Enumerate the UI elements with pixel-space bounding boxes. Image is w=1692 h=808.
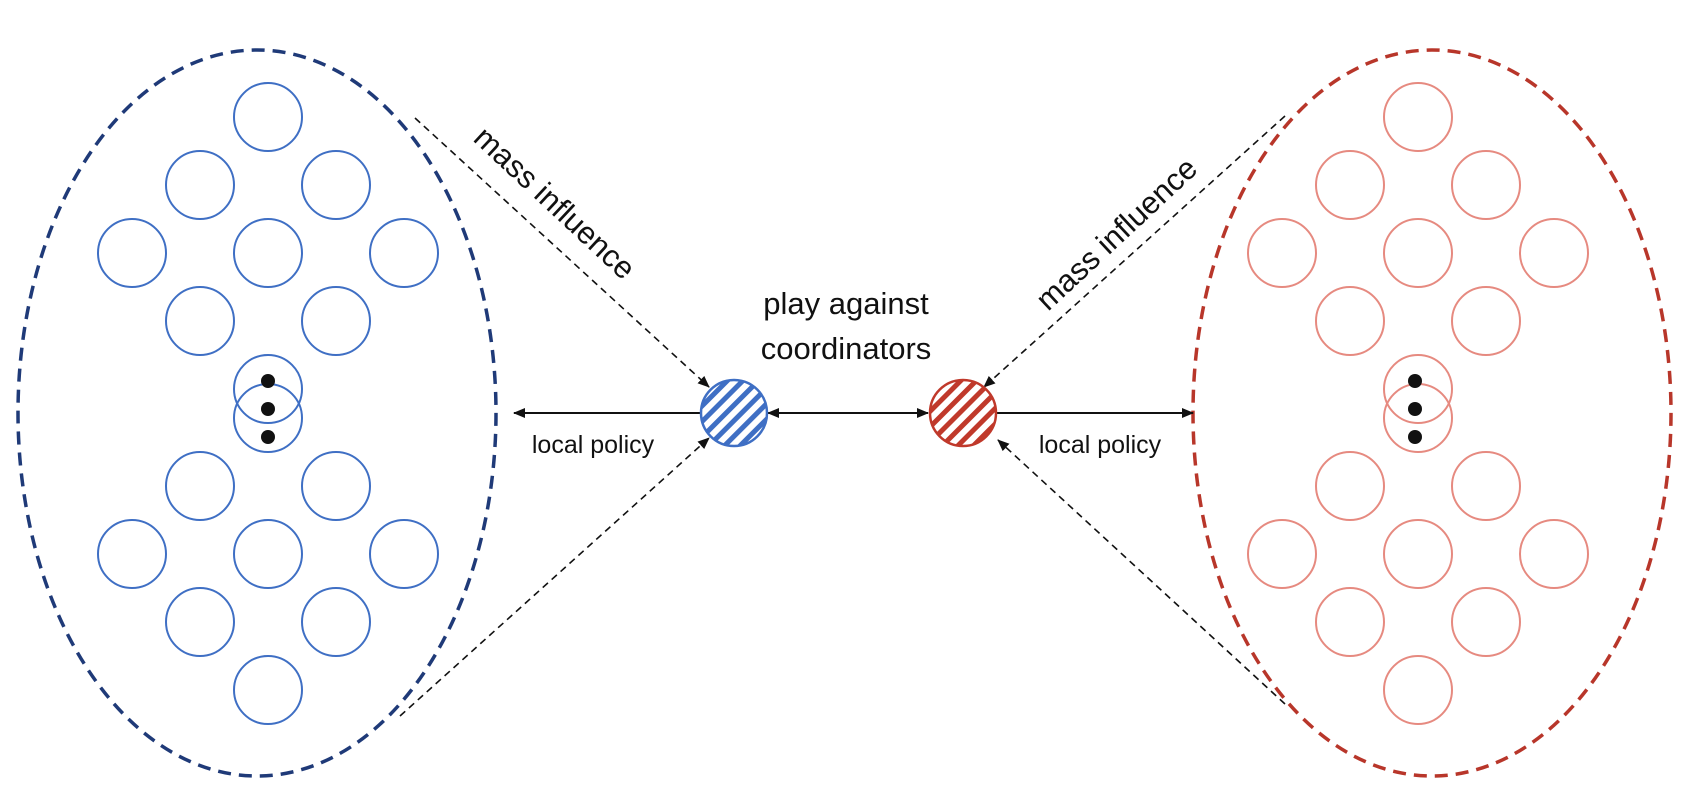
left-lower-influence-arrow xyxy=(399,437,710,717)
right-mass-influence-arrow xyxy=(983,115,1286,388)
left-population xyxy=(16,48,498,778)
right-agent-node xyxy=(1315,150,1385,220)
right-agent-node xyxy=(1383,354,1453,424)
center-label-line1: play against xyxy=(763,286,929,321)
left-agent-node xyxy=(301,587,371,657)
right-ellipsis-dots xyxy=(1408,374,1422,444)
right-agent-node xyxy=(1383,655,1453,725)
left-agent-node xyxy=(301,451,371,521)
right-agent-node xyxy=(1519,218,1589,288)
left-mass-influence-label: mass influence xyxy=(467,120,642,287)
right-lower-influence-arrow xyxy=(997,439,1286,705)
left-mass-influence-arrow xyxy=(414,117,710,388)
right-agent-node xyxy=(1247,519,1317,589)
right-mass-influence-label: mass influence xyxy=(1029,150,1204,317)
left-agent-node xyxy=(369,218,439,288)
right-agents xyxy=(1247,82,1589,725)
left-agent-node xyxy=(233,519,303,589)
left-agent-node xyxy=(97,218,167,288)
left-agent-node xyxy=(97,519,167,589)
right-coordinator-node xyxy=(928,378,998,448)
left-agent-node xyxy=(233,655,303,725)
left-agent-node xyxy=(165,587,235,657)
left-agent-node xyxy=(301,150,371,220)
right-population xyxy=(1191,48,1673,778)
right-agent-node xyxy=(1451,451,1521,521)
left-agent-node xyxy=(165,451,235,521)
right-agent-node xyxy=(1451,150,1521,220)
left-ellipsis-dots xyxy=(261,374,275,444)
left-population-boundary xyxy=(16,48,498,778)
right-agent-node xyxy=(1519,519,1589,589)
left-agents xyxy=(97,82,439,725)
right-agent-node xyxy=(1383,519,1453,589)
right-agent-node xyxy=(1315,587,1385,657)
left-agent-node xyxy=(301,286,371,356)
center-label-line2: coordinators xyxy=(761,331,932,366)
right-agent-node xyxy=(1383,218,1453,288)
left-local-policy-label: local policy xyxy=(532,431,655,459)
left-agent-node xyxy=(233,218,303,288)
left-coordinator-node xyxy=(699,378,769,448)
right-agent-node xyxy=(1451,587,1521,657)
left-agent-node xyxy=(369,519,439,589)
right-population-boundary xyxy=(1191,48,1673,778)
right-agent-node xyxy=(1451,286,1521,356)
right-agent-node xyxy=(1315,286,1385,356)
left-agent-node xyxy=(165,150,235,220)
right-agent-node xyxy=(1315,451,1385,521)
left-agent-node xyxy=(233,354,303,424)
influence-lines xyxy=(399,115,1286,717)
left-agent-node xyxy=(165,286,235,356)
right-local-policy-label: local policy xyxy=(1039,431,1162,459)
right-agent-node xyxy=(1247,218,1317,288)
right-agent-node xyxy=(1383,82,1453,152)
left-agent-node xyxy=(233,82,303,152)
